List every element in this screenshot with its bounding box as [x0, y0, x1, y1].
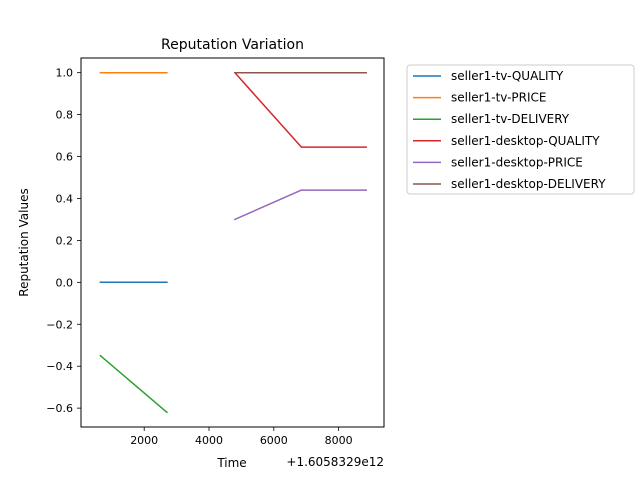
- legend-label: seller1-tv-QUALITY: [451, 69, 564, 83]
- y-tick-label: 0.2: [56, 234, 74, 247]
- x-tick-label: 8000: [325, 434, 353, 447]
- plot-frame: [80, 57, 385, 428]
- x-tick-label: 6000: [260, 434, 288, 447]
- series-line-5: [233, 189, 367, 221]
- x-axis-label: Time: [216, 456, 246, 470]
- series-line-3: [99, 354, 168, 414]
- x-axis: 2000 4000 6000 8000: [130, 427, 353, 447]
- legend: seller1-tv-QUALITY seller1-tv-PRICE seller…: [406, 64, 635, 195]
- y-tick-label: −0.2: [46, 318, 73, 331]
- legend-frame: [406, 64, 635, 195]
- legend-label: seller1-desktop-QUALITY: [451, 134, 600, 148]
- y-tick-label: 1.0: [56, 67, 74, 80]
- x-axis-offset-label: +1.6058329e12: [286, 455, 384, 469]
- x-tick-label: 4000: [195, 434, 223, 447]
- y-tick-label: −0.6: [46, 402, 73, 415]
- y-tick-label: −0.4: [46, 360, 73, 373]
- legend-label: seller1-desktop-DELIVERY: [451, 177, 606, 191]
- chart-title: Reputation Variation: [161, 37, 304, 53]
- legend-label: seller1-desktop-PRICE: [451, 155, 583, 169]
- series-layer: [99, 71, 367, 414]
- legend-label: seller1-tv-PRICE: [451, 91, 546, 105]
- x-tick-label: 2000: [130, 434, 158, 447]
- y-tick-label: 0.6: [56, 151, 74, 164]
- y-tick-label: 0.8: [56, 109, 74, 122]
- y-axis: −0.6 −0.4 −0.2 0.0 0.2 0.4 0.6 0.8 1.0: [46, 67, 81, 415]
- y-axis-label: Reputation Values: [17, 188, 31, 296]
- y-tick-label: 0.0: [56, 276, 74, 289]
- plot-area: [80, 57, 385, 428]
- legend-label: seller1-tv-DELIVERY: [451, 112, 570, 126]
- series-line-4: [233, 71, 367, 148]
- y-tick-label: 0.4: [56, 192, 74, 205]
